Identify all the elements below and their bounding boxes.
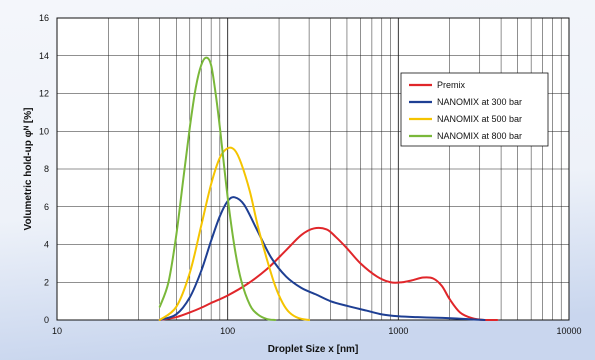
series-line-nanomix-at-300-bar <box>158 196 486 321</box>
legend-label-nanomix-at-800-bar: NANOMIX at 800 bar <box>437 131 522 141</box>
legend: Premix NANOMIX at 300 bar NANOMIX at 500 b… <box>400 72 549 147</box>
y-axis-title: Volumetric hold-up φᴺ [%] <box>23 108 34 231</box>
series-line-nanomix-at-500-bar <box>158 146 311 321</box>
y-tick-label: 10 <box>39 126 49 136</box>
y-tick-label: 4 <box>44 240 49 250</box>
y-tick-label: 0 <box>44 315 49 325</box>
series-line-nanomix-at-800-bar <box>158 56 277 321</box>
x-tick-label: 100 <box>220 326 235 336</box>
x-axis-ticks: 10 100 1000 10000 <box>52 326 582 336</box>
y-tick-label: 16 <box>39 13 49 23</box>
y-tick-label: 2 <box>44 277 49 287</box>
y-tick-label: 6 <box>44 202 49 212</box>
y-tick-label: 8 <box>44 164 49 174</box>
x-tick-label: 1000 <box>388 326 408 336</box>
plot-frame <box>56 17 570 321</box>
series-layer <box>158 56 499 322</box>
x-axis-title: Droplet Size x [nm] <box>268 344 359 355</box>
x-tick-label: 10 <box>52 326 62 336</box>
legend-label-nanomix-at-300-bar: NANOMIX at 300 bar <box>437 97 522 107</box>
series-line-premix <box>158 226 499 322</box>
legend-label-nanomix-at-500-bar: NANOMIX at 500 bar <box>437 114 522 124</box>
legend-label-premix: Premix <box>437 80 466 90</box>
y-tick-label: 12 <box>39 89 49 99</box>
x-tick-label: 10000 <box>556 326 581 336</box>
y-axis-ticks: 0 2 4 6 8 10 12 14 16 <box>39 13 49 325</box>
y-tick-label: 14 <box>39 51 49 61</box>
